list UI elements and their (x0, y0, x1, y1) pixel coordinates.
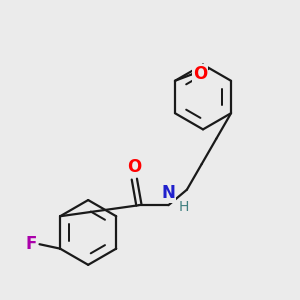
Text: F: F (26, 235, 37, 253)
Text: N: N (161, 184, 175, 202)
Text: F: F (26, 234, 37, 252)
Text: N: N (161, 184, 175, 202)
Text: H: H (179, 200, 189, 214)
Text: O: O (127, 158, 142, 175)
Text: O: O (126, 158, 140, 175)
Text: O: O (193, 65, 208, 83)
Text: O: O (193, 65, 208, 83)
